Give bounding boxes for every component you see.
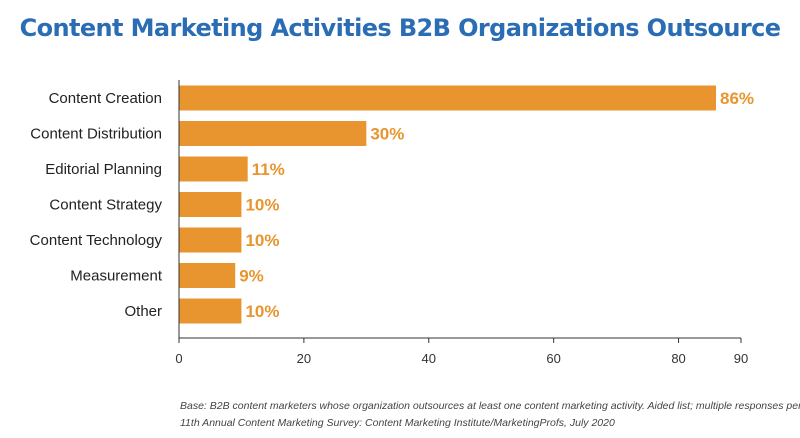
footnote-source-text: 11th Annual Content Marketing Survey: Co… [180,417,615,429]
bar-chart: Content Creation Content Distribution Edit… [30,80,754,366]
bar-content-strategy [179,192,242,217]
data-label-content-technology: 10% [245,231,279,250]
data-label-content-distribution: 30% [370,125,404,144]
data-label-editorial-planning: 11% [252,160,285,179]
chart-title: Content Marketing Activities B2B Organiz… [19,14,781,42]
x-tick-label-20: 20 [297,351,311,366]
data-labels-group: 86% 30% 11% 10% 10% 9% 10% [239,89,754,321]
bar-content-creation [179,85,717,111]
category-label-editorial-planning: Editorial Planning [45,161,162,178]
category-labels-group: Content Creation Content Distribution Edit… [30,90,163,320]
x-tick-label-90: 90 [734,351,748,366]
bar-measurement [179,263,236,288]
footnote-base-text: Base: B2B content marketers whose organi… [180,400,800,412]
bar-content-technology [179,227,242,253]
data-label-other: 10% [245,302,279,321]
bar-editorial-planning [179,156,248,182]
bar-other [179,298,242,324]
footnote: Base: B2B content marketers whose organi… [180,398,800,432]
category-label-measurement: Measurement [70,268,163,285]
x-tick-label-0: 0 [175,351,182,366]
x-ticks-group: 0 20 40 60 80 90 [175,338,748,366]
category-label-content-strategy: Content Strategy [49,197,162,214]
category-label-content-technology: Content Technology [30,232,163,249]
x-tick-label-40: 40 [422,351,436,366]
category-label-content-distribution: Content Distribution [30,126,162,143]
bar-content-distribution [179,121,367,146]
x-tick-label-60: 60 [546,351,560,366]
data-label-content-strategy: 10% [245,196,279,215]
data-label-measurement: 9% [239,267,264,286]
category-label-content-creation: Content Creation [49,90,162,107]
bars-group [179,85,717,324]
x-tick-label-80: 80 [671,351,685,366]
data-label-content-creation: 86% [720,89,754,108]
category-label-other: Other [124,303,162,320]
